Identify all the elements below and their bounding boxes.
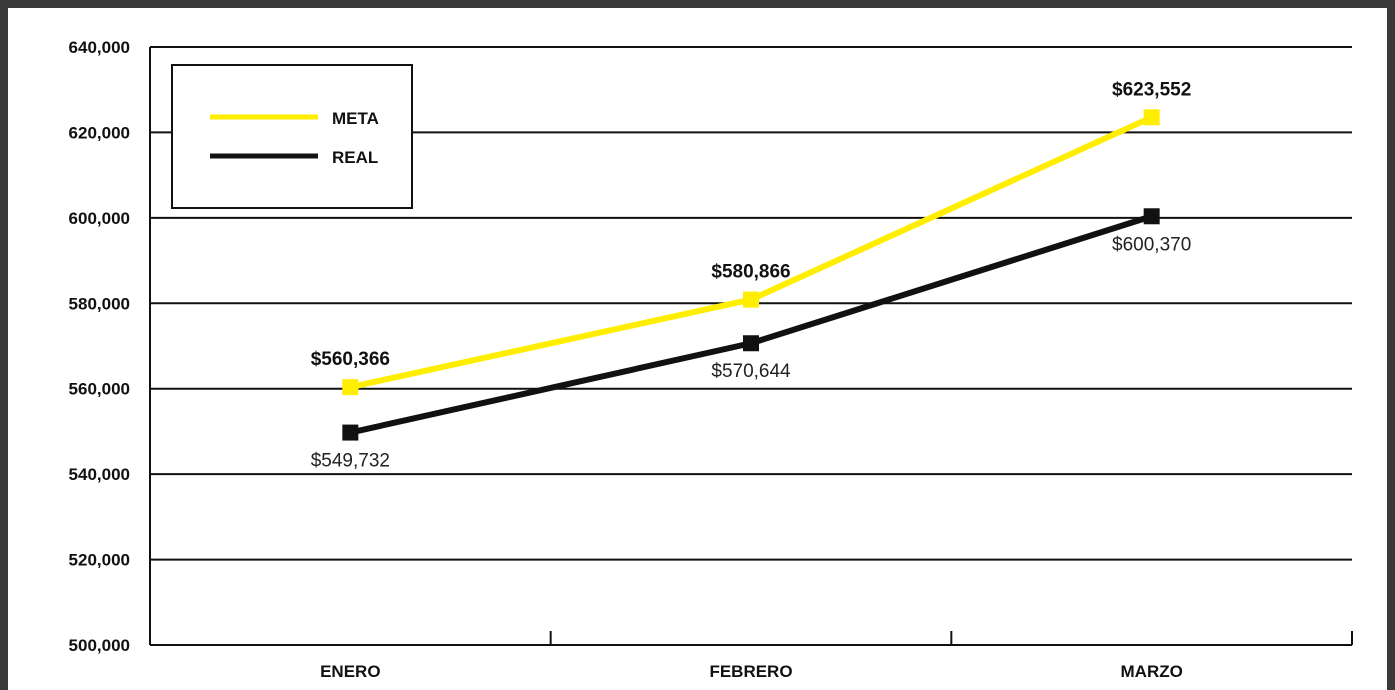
- y-tick-label: 540,000: [69, 465, 130, 484]
- data-label-real: $570,644: [711, 361, 791, 382]
- x-tick-label: MARZO: [1121, 662, 1183, 681]
- data-point-real: [743, 335, 759, 352]
- data-label-real: $549,732: [311, 451, 390, 472]
- series-layer: [342, 109, 1160, 441]
- legend-label-meta: META: [332, 109, 379, 128]
- data-point-real: [1143, 208, 1160, 225]
- data-label-meta: $560,366: [311, 349, 390, 370]
- x-axis: ENERO FEBRERO MARZO: [149, 631, 1353, 681]
- data-point-meta: [743, 291, 759, 308]
- y-tick-label: 620,000: [69, 123, 130, 142]
- legend-box: [171, 64, 413, 209]
- data-point-real: [342, 424, 359, 441]
- y-axis-tick-labels: 500,000 520,000 540,000 560,000 580,000 600,0…: [69, 38, 130, 655]
- y-tick-label: 560,000: [69, 380, 130, 399]
- x-tick-label: ENERO: [320, 662, 380, 681]
- data-point-meta: [342, 379, 359, 396]
- legend: META REAL: [171, 64, 413, 209]
- y-tick-label: 600,000: [69, 209, 130, 228]
- legend-label-real: REAL: [332, 148, 378, 167]
- x-tick-label: FEBRERO: [709, 662, 792, 681]
- data-label-meta: $623,552: [1112, 79, 1191, 100]
- y-tick-label: 520,000: [69, 551, 130, 570]
- series-line-real: [349, 213, 1153, 436]
- data-labels: $560,366 $580,866 $623,552 $549,732 $570,644…: [311, 79, 1192, 471]
- y-tick-label: 580,000: [69, 294, 130, 313]
- y-tick-label: 500,000: [69, 636, 130, 655]
- data-point-meta: [1143, 109, 1160, 126]
- y-tick-label: 640,000: [69, 38, 130, 57]
- data-label-real: $600,370: [1112, 234, 1191, 255]
- data-label-meta: $580,866: [711, 262, 790, 283]
